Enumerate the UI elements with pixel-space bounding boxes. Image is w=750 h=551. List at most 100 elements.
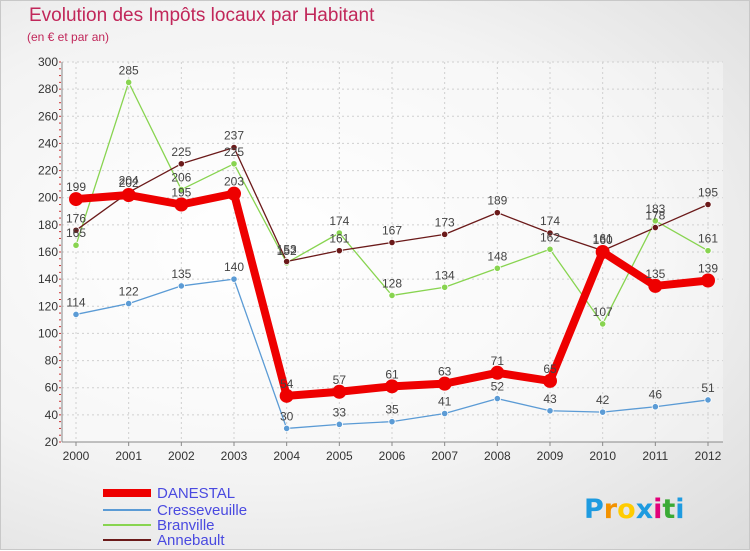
data-label: 152 [277, 244, 297, 258]
y-tick-label: 40 [45, 408, 59, 422]
x-tick-label: 2001 [115, 449, 142, 463]
data-point [69, 192, 83, 207]
data-label: 140 [224, 260, 244, 274]
data-point [177, 282, 185, 290]
data-label: 135 [645, 267, 665, 281]
data-label: 148 [487, 249, 507, 263]
data-point [546, 407, 554, 415]
data-label: 107 [593, 305, 613, 319]
x-tick-label: 2005 [326, 449, 353, 463]
legend-label: Cresseveuille [157, 502, 247, 519]
data-point [595, 245, 610, 259]
legend-label: DANESTAL [157, 485, 235, 502]
data-label: 122 [119, 285, 139, 299]
y-tick-label: 100 [38, 326, 58, 340]
data-label: 225 [171, 145, 191, 159]
data-label: 134 [435, 268, 455, 282]
data-point [174, 197, 189, 212]
data-point [230, 160, 238, 168]
data-label: 52 [491, 380, 505, 394]
data-label: 153 [277, 243, 297, 257]
data-point [599, 320, 607, 328]
data-point [279, 388, 294, 403]
data-label: 174 [329, 214, 349, 228]
x-tick-label: 2003 [221, 449, 248, 463]
x-tick-label: 2006 [379, 449, 406, 463]
data-point [177, 160, 185, 168]
x-tick-label: 2002 [168, 449, 195, 463]
data-point [493, 209, 501, 217]
data-point [648, 278, 663, 293]
y-tick-label: 280 [38, 82, 58, 96]
data-point [651, 403, 659, 411]
data-label: 46 [649, 388, 663, 402]
proxiti-logo: Proxiti [584, 494, 685, 525]
data-label: 225 [224, 145, 244, 159]
data-label: 161 [593, 232, 613, 246]
data-label: 71 [491, 354, 505, 368]
data-label: 285 [119, 63, 139, 77]
y-tick-label: 240 [38, 136, 58, 150]
data-point [704, 396, 712, 404]
x-tick-label: 2012 [695, 449, 722, 463]
data-label: 135 [171, 267, 191, 281]
x-tick-label: 2004 [273, 449, 300, 463]
chart-title: Evolution des Impôts locaux par Habitant [29, 5, 375, 26]
data-label: 183 [645, 202, 665, 216]
data-label: 178 [645, 209, 665, 223]
y-tick-label: 300 [38, 55, 58, 69]
data-label: 174 [540, 214, 560, 228]
y-tick-label: 20 [45, 435, 59, 449]
data-point [230, 143, 238, 152]
data-label: 54 [280, 377, 294, 391]
data-label: 167 [382, 224, 402, 238]
data-label: 65 [543, 362, 557, 376]
data-label: 57 [333, 373, 347, 387]
data-label: 35 [385, 403, 399, 417]
data-point [543, 373, 557, 388]
y-tick-label: 60 [45, 381, 59, 395]
x-tick-label: 2008 [484, 449, 511, 463]
data-label: 162 [540, 230, 560, 244]
y-tick-label: 200 [38, 191, 58, 205]
data-label: 114 [66, 295, 85, 309]
data-label: 43 [543, 392, 557, 406]
data-label: 202 [119, 176, 139, 190]
x-tick-label: 2011 [642, 449, 668, 463]
data-label: 41 [438, 395, 452, 409]
data-label: 165 [66, 226, 86, 240]
data-point [704, 247, 712, 255]
data-point [651, 223, 659, 232]
data-label: 61 [385, 367, 399, 381]
x-tick-label: 2007 [431, 449, 458, 463]
data-point [490, 365, 505, 380]
data-point [335, 229, 343, 237]
data-point [441, 230, 449, 238]
data-label: 189 [487, 194, 507, 208]
data-label: 30 [280, 409, 294, 423]
y-tick-label: 220 [38, 164, 58, 178]
data-label: 63 [438, 365, 452, 379]
data-point [283, 424, 291, 433]
y-tick-label: 140 [38, 272, 58, 286]
data-point [701, 273, 715, 288]
data-label: 195 [171, 186, 191, 200]
data-point [546, 229, 554, 237]
data-point [72, 226, 80, 234]
data-point [441, 409, 449, 418]
data-point [437, 376, 452, 391]
data-label: 176 [66, 211, 86, 225]
data-label: 42 [596, 393, 610, 407]
data-label: 128 [382, 276, 402, 290]
data-point [227, 186, 241, 201]
data-point [385, 379, 399, 394]
data-label: 203 [224, 175, 244, 189]
y-tick-label: 80 [45, 354, 59, 368]
data-point [125, 299, 133, 308]
data-point [283, 257, 291, 266]
data-point [493, 264, 501, 272]
x-tick-label: 2000 [63, 449, 90, 463]
data-point [599, 408, 607, 416]
